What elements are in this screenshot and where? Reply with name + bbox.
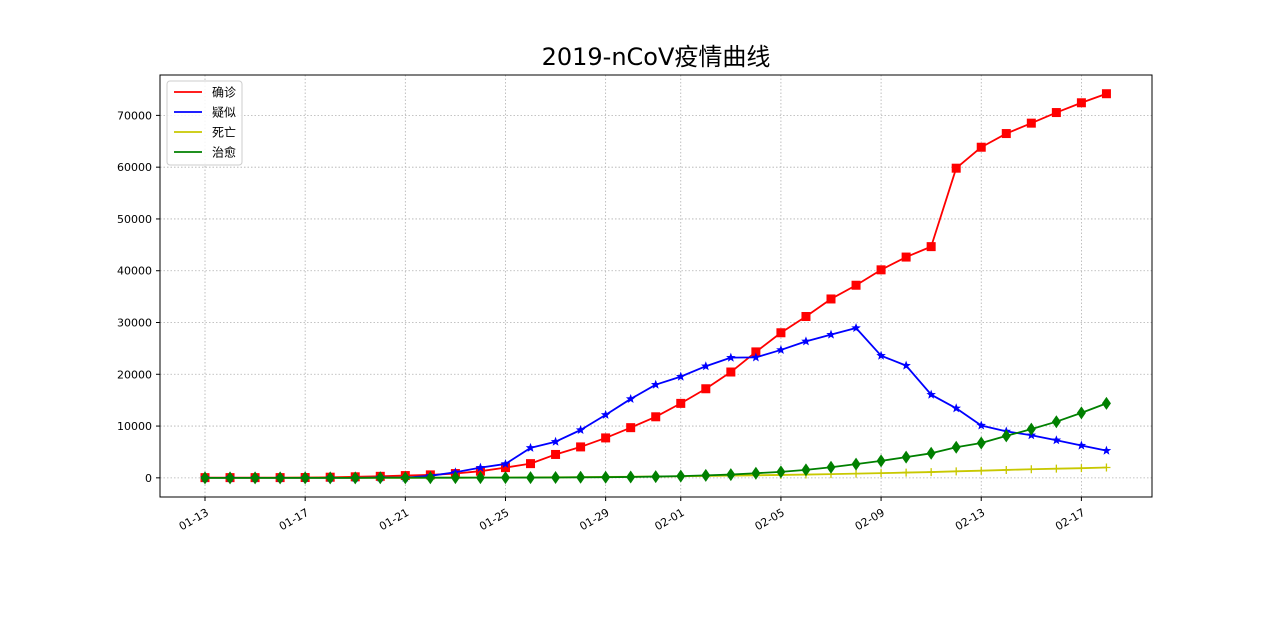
series-point	[852, 281, 861, 290]
legend-label: 治愈	[212, 145, 236, 160]
series-point	[877, 265, 886, 274]
series-point	[576, 442, 585, 451]
series-point	[1002, 129, 1011, 138]
series-point	[601, 433, 610, 442]
series-point	[1077, 98, 1086, 107]
y-tick-label: 0	[145, 472, 152, 485]
series-point	[776, 328, 785, 337]
series-point	[927, 242, 936, 251]
legend-label: 疑似	[212, 105, 236, 120]
y-tick-label: 30000	[117, 317, 152, 330]
chart-title: 2019-nCoV疫情曲线	[542, 43, 771, 71]
y-tick-label: 60000	[117, 161, 152, 174]
series-point	[651, 412, 660, 421]
series-point	[827, 294, 836, 303]
series-point	[902, 253, 911, 262]
series-point	[726, 368, 735, 377]
series-point	[701, 384, 710, 393]
y-tick-label: 20000	[117, 368, 152, 381]
series-point	[551, 450, 560, 459]
y-tick-label: 40000	[117, 265, 152, 278]
y-tick-label: 10000	[117, 420, 152, 433]
series-point	[801, 312, 810, 321]
series-point	[952, 164, 961, 173]
y-tick-label: 70000	[117, 109, 152, 122]
series-point	[526, 459, 535, 468]
series-point	[1027, 119, 1036, 128]
series-point	[977, 143, 986, 152]
y-tick-label: 50000	[117, 213, 152, 226]
series-point	[1052, 108, 1061, 117]
legend-label: 确诊	[212, 86, 236, 100]
series-point	[626, 423, 635, 432]
series-point	[676, 399, 685, 408]
series-point	[1102, 89, 1111, 98]
legend-label: 死亡	[212, 126, 236, 140]
